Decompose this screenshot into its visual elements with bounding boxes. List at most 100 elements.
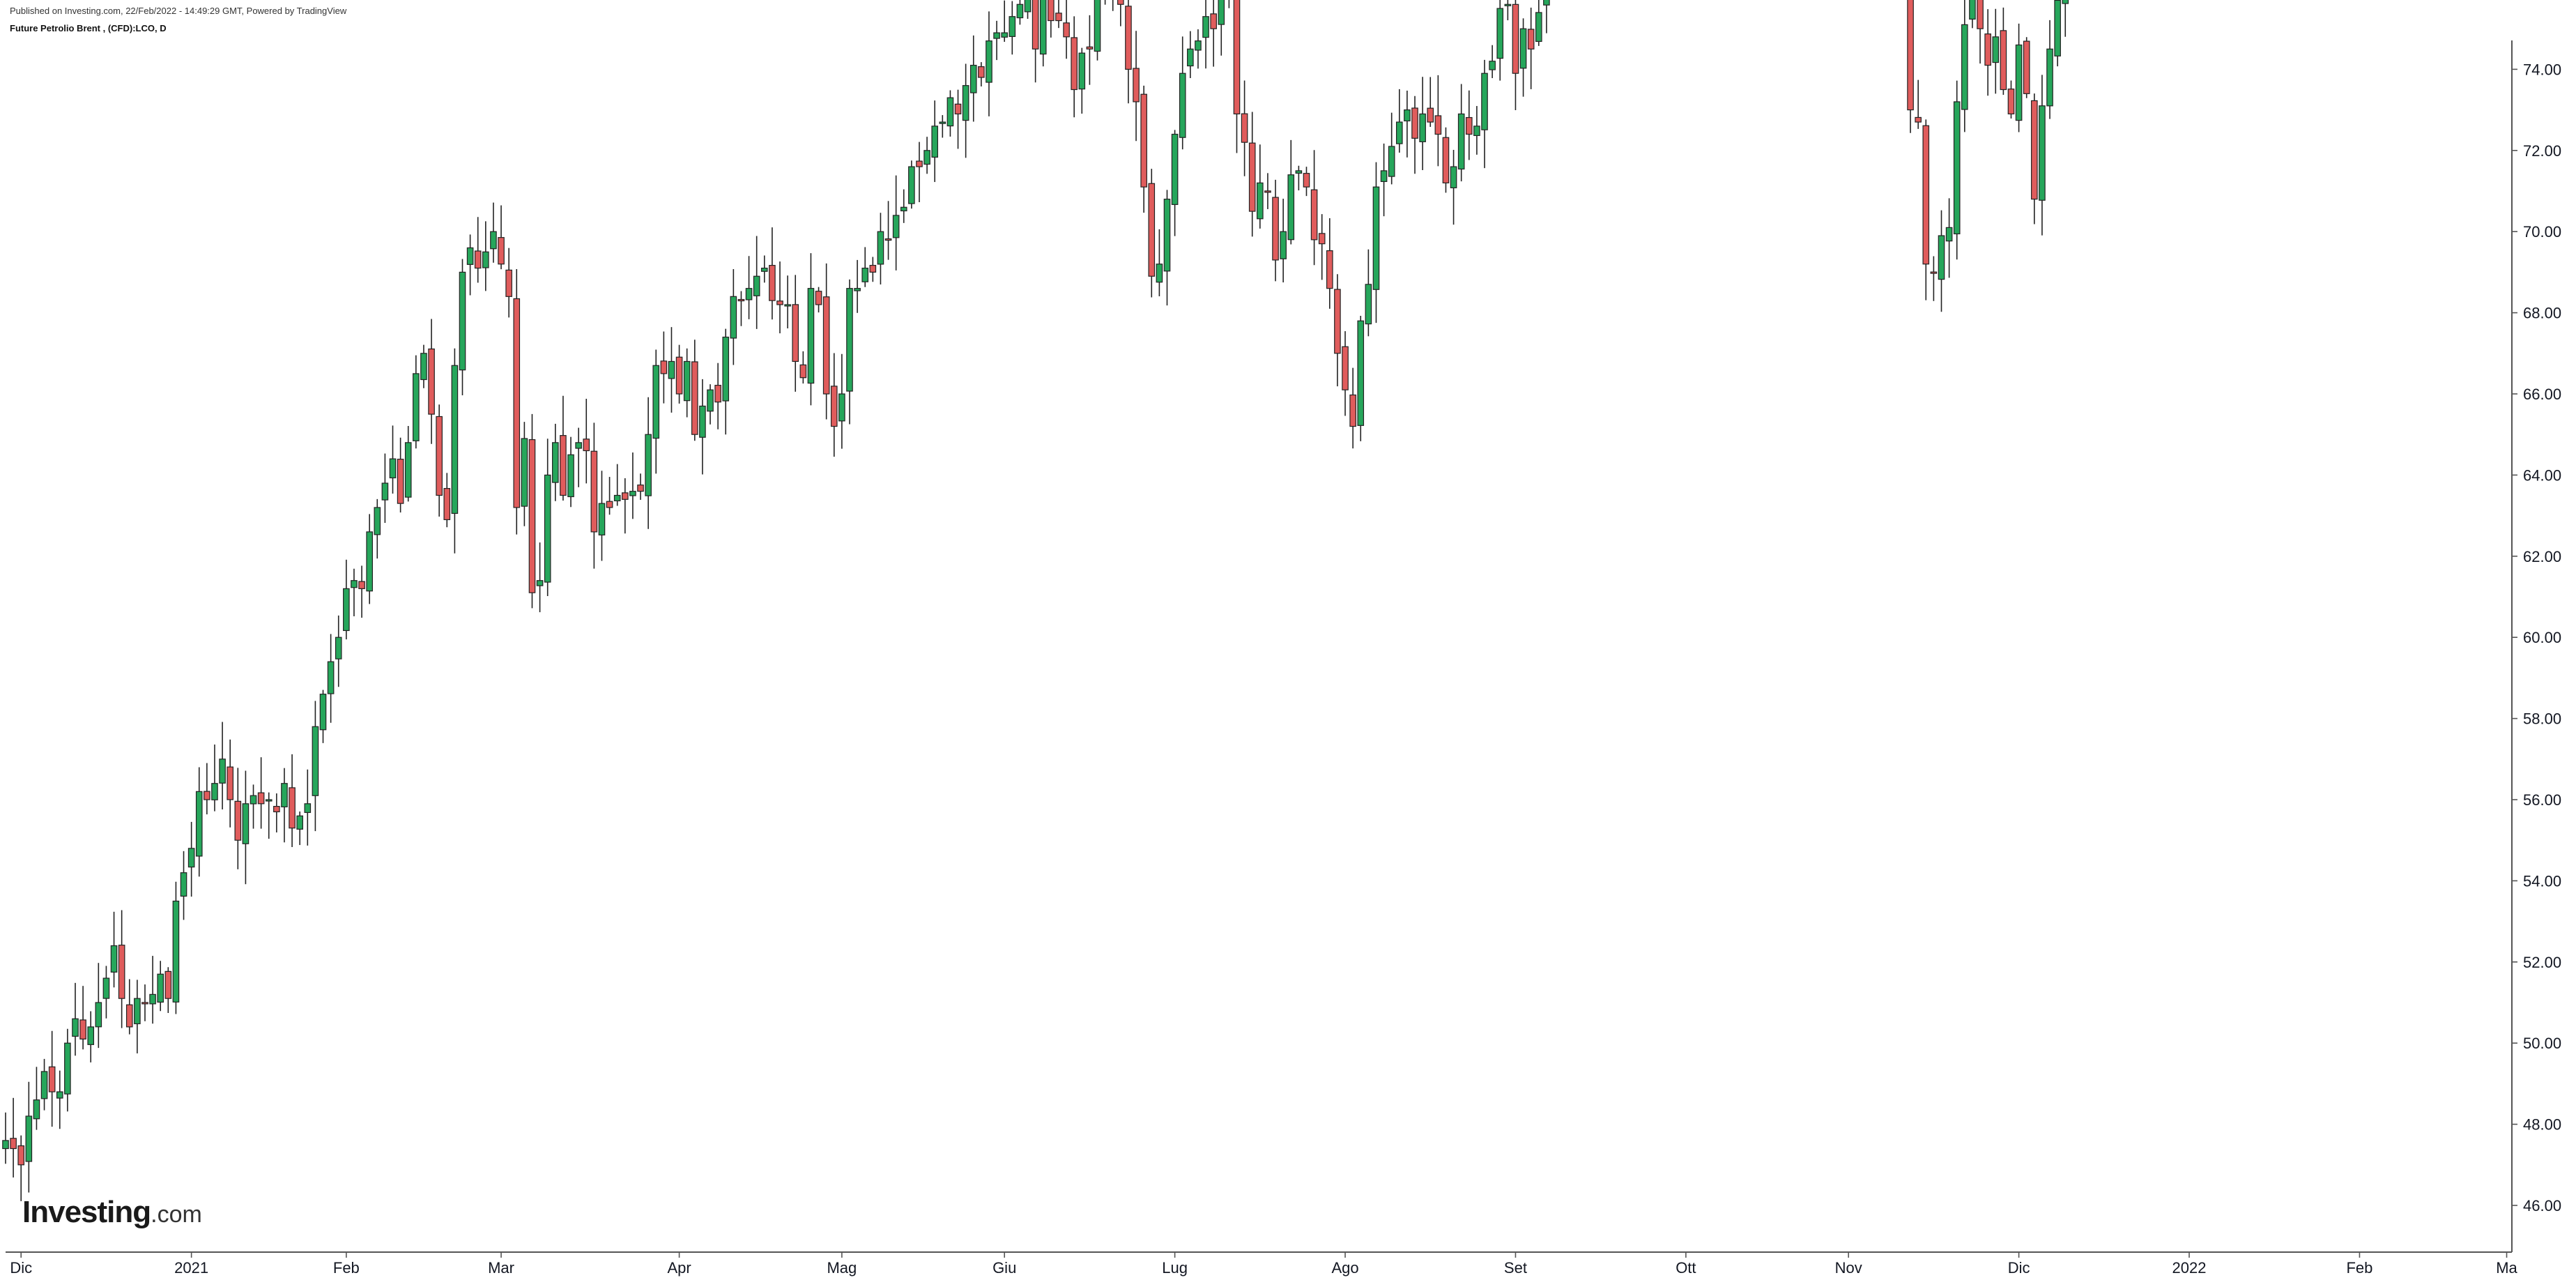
candle-up-body	[1388, 146, 1395, 177]
candle-up-body	[1450, 166, 1457, 189]
candle-down-body	[528, 439, 536, 593]
y-tick-label: 56.00	[2523, 791, 2561, 809]
candle-down-body	[1342, 346, 1349, 390]
candle-up-body	[1380, 170, 1388, 183]
candle	[815, 287, 822, 313]
candle	[1357, 316, 1365, 441]
candle-up-body	[1372, 186, 1380, 290]
candle-up-body	[1938, 235, 1945, 280]
candle	[1125, 0, 1132, 104]
candle	[869, 257, 877, 282]
candle-up-body	[745, 288, 753, 300]
candle-down-body	[1210, 13, 1217, 29]
candle	[877, 213, 884, 285]
candle	[1048, 0, 1055, 38]
candle-up-body	[1992, 36, 2000, 63]
candle	[699, 379, 706, 475]
logo-text: Investing	[22, 1195, 151, 1229]
candle-up-body	[242, 803, 250, 844]
candle	[1969, 0, 1976, 29]
candle	[40, 1058, 48, 1111]
candle	[1187, 31, 1194, 79]
candle-up-body	[110, 945, 118, 973]
candle	[544, 439, 551, 596]
candle	[358, 565, 365, 618]
candle-down-body	[1434, 115, 1442, 135]
candle-down-body	[1055, 13, 1062, 22]
candle	[2007, 80, 2015, 119]
candle	[2031, 93, 2038, 224]
candle-up-body	[807, 288, 815, 384]
candle-up-body	[1543, 0, 1550, 6]
candle-up-body	[351, 580, 358, 588]
candle-up-body	[1094, 0, 1101, 52]
candle	[1295, 165, 1303, 191]
candle	[923, 137, 930, 174]
candle	[1930, 256, 1938, 301]
candle	[1977, 0, 1984, 64]
candle	[1489, 45, 1496, 79]
candle-up-body	[381, 482, 389, 501]
candle-down-body	[1264, 190, 1271, 193]
candle-up-body	[1156, 264, 1163, 283]
candle	[1024, 0, 1032, 19]
candle	[17, 1135, 25, 1201]
candle-down-body	[822, 296, 830, 395]
candle	[157, 961, 164, 1012]
candle-up-body	[629, 491, 636, 496]
candle-up-body	[969, 64, 977, 93]
candle-up-body	[1024, 0, 1032, 13]
candle	[645, 397, 652, 529]
candle	[312, 701, 319, 832]
candle-down-body	[675, 356, 683, 395]
candle	[552, 423, 559, 501]
candle	[567, 436, 574, 508]
candle	[683, 348, 691, 418]
candle	[1434, 75, 1442, 167]
candle	[1016, 0, 1024, 25]
candle-up-body	[451, 365, 459, 515]
candle-down-body	[1086, 46, 1094, 49]
candle-up-body	[343, 588, 350, 632]
candle	[102, 966, 110, 1019]
candle-down-body	[1411, 107, 1418, 139]
candle	[583, 399, 590, 484]
candle-up-body	[327, 661, 335, 694]
candle	[1419, 77, 1426, 171]
candle	[505, 247, 512, 318]
candle-up-body	[699, 405, 706, 438]
candle-up-body	[946, 97, 954, 127]
candle	[1411, 96, 1418, 174]
candle	[1922, 119, 1930, 300]
x-tick-label: Giu	[992, 1259, 1016, 1277]
candle-up-body	[1179, 73, 1186, 138]
candle	[1303, 167, 1310, 197]
candle-up-body	[1496, 8, 1504, 59]
candle	[1992, 8, 2000, 94]
candle-up-body	[102, 977, 110, 999]
candle-down-body	[1907, 0, 1914, 111]
candle	[1264, 173, 1271, 209]
candle	[969, 35, 977, 122]
candle-down-body	[776, 300, 783, 305]
candle	[1241, 80, 1248, 176]
candle	[1112, 0, 1114, 11]
candle	[2039, 75, 2046, 236]
x-tick-label: Ott	[1676, 1259, 1696, 1277]
candle	[1450, 149, 1457, 225]
candle-up-body	[1009, 16, 1016, 37]
candle	[459, 259, 466, 395]
candle-up-body	[1945, 227, 1953, 242]
x-tick-label: Feb	[333, 1259, 360, 1277]
candle	[1063, 0, 1070, 59]
candle	[2000, 7, 2007, 96]
candle-down-body	[1310, 189, 1318, 241]
candle-down-body	[1915, 116, 1922, 123]
candle-up-body	[64, 1042, 71, 1095]
candle-up-body	[87, 1026, 95, 1045]
candle-up-body	[993, 32, 1000, 39]
candle	[420, 344, 427, 388]
candle	[1504, 0, 1512, 21]
candle-up-body	[1295, 170, 1303, 174]
